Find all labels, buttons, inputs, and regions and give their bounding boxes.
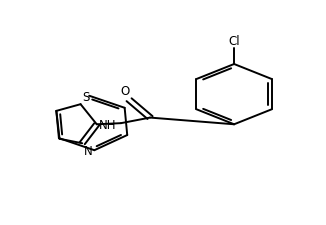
Text: O: O [121,85,130,98]
Text: Cl: Cl [228,35,240,48]
Text: N: N [84,145,93,158]
Text: S: S [82,91,90,104]
Text: NH: NH [99,118,116,131]
